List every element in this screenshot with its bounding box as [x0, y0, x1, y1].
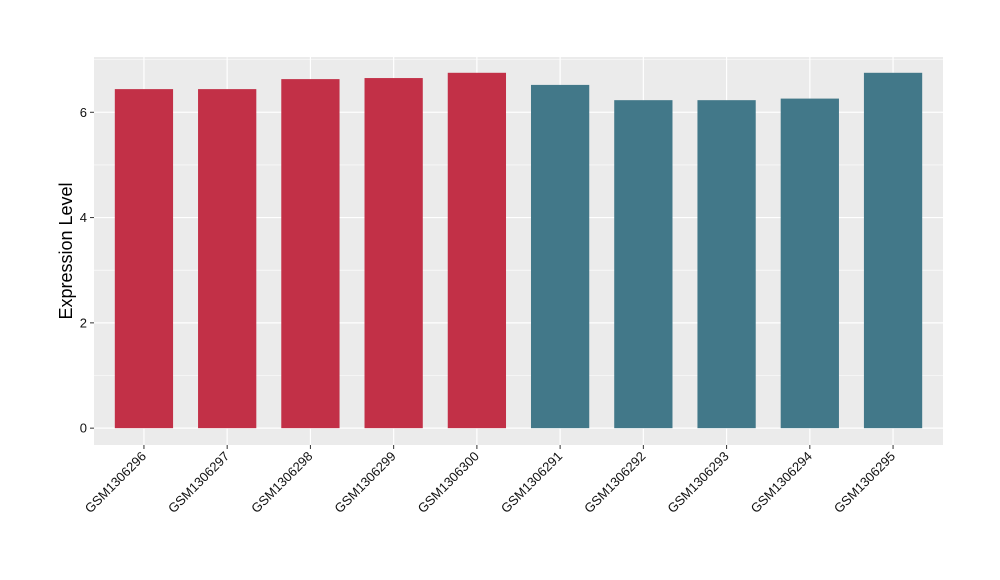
x-tick-label: GSM1306298	[248, 449, 315, 516]
x-axis: GSM1306296 GSM1306297 GSM1306298 GSM1306299…	[82, 445, 898, 516]
y-axis: 0 2 4 6	[80, 105, 94, 436]
y-axis-title: Expression Level	[56, 182, 76, 319]
bar-GSM1306300	[447, 72, 507, 429]
bar-GSM1306294	[780, 98, 839, 429]
x-tick-label: GSM1306291	[498, 449, 565, 516]
bar-GSM1306295	[863, 72, 923, 429]
x-tick-label: GSM1306294	[748, 449, 815, 516]
x-tick-label: GSM1306297	[165, 449, 232, 516]
bar-GSM1306292	[614, 100, 673, 429]
x-tick-label: GSM1306293	[664, 449, 731, 516]
bar-GSM1306293	[697, 100, 756, 429]
y-tick-label: 0	[80, 421, 87, 436]
x-tick-label: GSM1306296	[82, 449, 149, 516]
y-tick-label: 4	[80, 210, 87, 225]
x-tick-label: GSM1306300	[415, 449, 482, 516]
bar-GSM1306297	[198, 89, 257, 429]
x-tick-label: GSM1306292	[581, 449, 648, 516]
x-tick-label: GSM1306299	[331, 449, 398, 516]
bars	[114, 72, 923, 429]
bar-GSM1306296	[114, 89, 174, 429]
x-tick-label: GSM1306295	[831, 449, 898, 516]
y-tick-label: 6	[80, 105, 87, 120]
y-tick-label: 2	[80, 315, 87, 330]
bar-GSM1306291	[530, 84, 590, 429]
bar-GSM1306298	[281, 79, 340, 429]
bar-GSM1306299	[364, 78, 423, 429]
